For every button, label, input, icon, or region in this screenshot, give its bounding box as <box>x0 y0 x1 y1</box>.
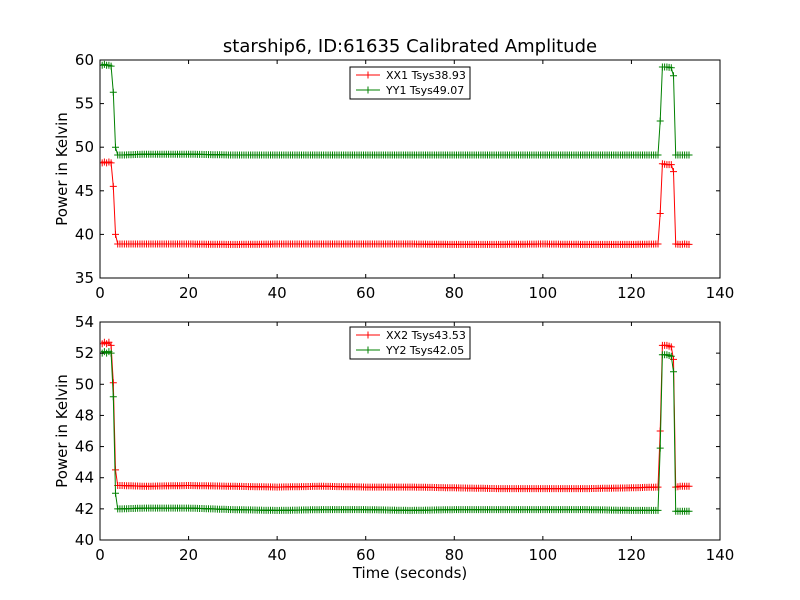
legend: XX2 Tsys43.53 YY2 Tsys42.05 <box>349 326 471 360</box>
x-tick-label: 140 <box>706 546 735 564</box>
chart-title: starship6, ID:61635 Calibrated Amplitude <box>223 36 597 57</box>
plot-area <box>100 338 693 515</box>
data-point <box>112 230 119 238</box>
y-tick-label: 50 <box>75 375 94 393</box>
x-tick-label: 80 <box>445 546 464 564</box>
x-tick-label: 60 <box>356 546 375 564</box>
data-point <box>112 143 119 151</box>
data-point <box>670 168 677 176</box>
data-point <box>654 151 662 159</box>
data-point <box>654 506 662 514</box>
x-tick-label: 40 <box>268 284 287 302</box>
legend-marker <box>364 71 372 79</box>
y-tick-label: 42 <box>75 500 94 518</box>
legend-marker <box>364 331 372 339</box>
x-tick-label: 120 <box>617 284 646 302</box>
data-point <box>667 343 675 351</box>
x-tick-label: 20 <box>179 284 198 302</box>
data-point <box>107 62 115 70</box>
data-point <box>654 483 662 491</box>
data-point <box>654 240 662 248</box>
x-tick-label: 20 <box>179 546 198 564</box>
data-point <box>109 393 117 401</box>
y-tick-label: 40 <box>75 225 94 243</box>
axes-frame <box>99 59 721 279</box>
data-point <box>685 507 693 515</box>
y-tick-label: 46 <box>75 438 94 456</box>
x-tick-label: 100 <box>529 546 558 564</box>
data-point <box>685 151 693 159</box>
top-panel: 0 20 40 60 80 100 120 140 35 40 45 50 55 60 Power in K… <box>53 51 734 302</box>
series-markers-2 <box>100 60 693 159</box>
data-point <box>670 368 677 376</box>
y-tick-label: 55 <box>75 95 94 113</box>
x-tick-label: 80 <box>445 284 464 302</box>
data-point <box>667 64 675 72</box>
data-point <box>685 482 693 490</box>
series-markers-2 <box>100 348 693 515</box>
legend-box <box>349 66 471 100</box>
data-point <box>667 161 675 169</box>
x-tick-label: 100 <box>529 284 558 302</box>
data-point <box>112 489 119 497</box>
data-point <box>685 240 693 248</box>
y-tick-label: 48 <box>75 406 94 424</box>
y-tick-label: 50 <box>75 138 94 156</box>
x-tick-label: 60 <box>356 284 375 302</box>
data-point <box>656 210 664 217</box>
legend-marker <box>364 86 372 94</box>
y-tick-label: 54 <box>75 313 94 331</box>
data-point <box>109 182 117 190</box>
bottom-panel: 0 20 40 60 80 100 120 140 40 42 44 46 48 50 52 54 Power … <box>53 313 734 564</box>
y-tick-label: 40 <box>75 531 94 549</box>
y-axis-label: Power in Kelvin <box>53 112 71 226</box>
data-point <box>107 159 115 167</box>
legend-label: XX2 Tsys43.53 <box>386 329 466 342</box>
legend: XX1 Tsys38.93 YY1 Tsys49.07 <box>349 66 471 100</box>
legend-label: YY1 Tsys49.07 <box>385 84 464 97</box>
legend-label: YY2 Tsys42.05 <box>385 344 464 357</box>
x-tick-label: 120 <box>617 546 646 564</box>
legend-box <box>349 326 471 360</box>
x-tick-label: 0 <box>95 546 105 564</box>
data-point <box>107 341 115 349</box>
data-point <box>107 349 115 357</box>
x-tick-label: 0 <box>95 284 105 302</box>
y-axis-label: Power in Kelvin <box>53 374 71 488</box>
legend-label: XX1 Tsys38.93 <box>386 69 466 82</box>
plot-area <box>100 60 693 248</box>
y-tick-label: 44 <box>75 469 94 487</box>
data-point <box>670 72 677 80</box>
data-point <box>656 117 664 125</box>
y-tick-label: 45 <box>75 182 94 200</box>
y-tick-label: 60 <box>75 51 94 69</box>
series-markers-1 <box>100 158 693 248</box>
legend-marker <box>364 346 372 354</box>
axes-frame <box>99 321 721 541</box>
y-tick-label: 52 <box>75 344 94 362</box>
data-point <box>667 352 675 360</box>
data-point <box>656 444 664 452</box>
series-markers-1 <box>100 338 693 493</box>
x-tick-label: 140 <box>706 284 735 302</box>
x-tick-label: 40 <box>268 546 287 564</box>
data-point <box>109 88 117 96</box>
data-point <box>109 379 117 387</box>
y-tick-label: 35 <box>75 269 94 287</box>
x-axis-label: Time (seconds) <box>352 564 468 582</box>
